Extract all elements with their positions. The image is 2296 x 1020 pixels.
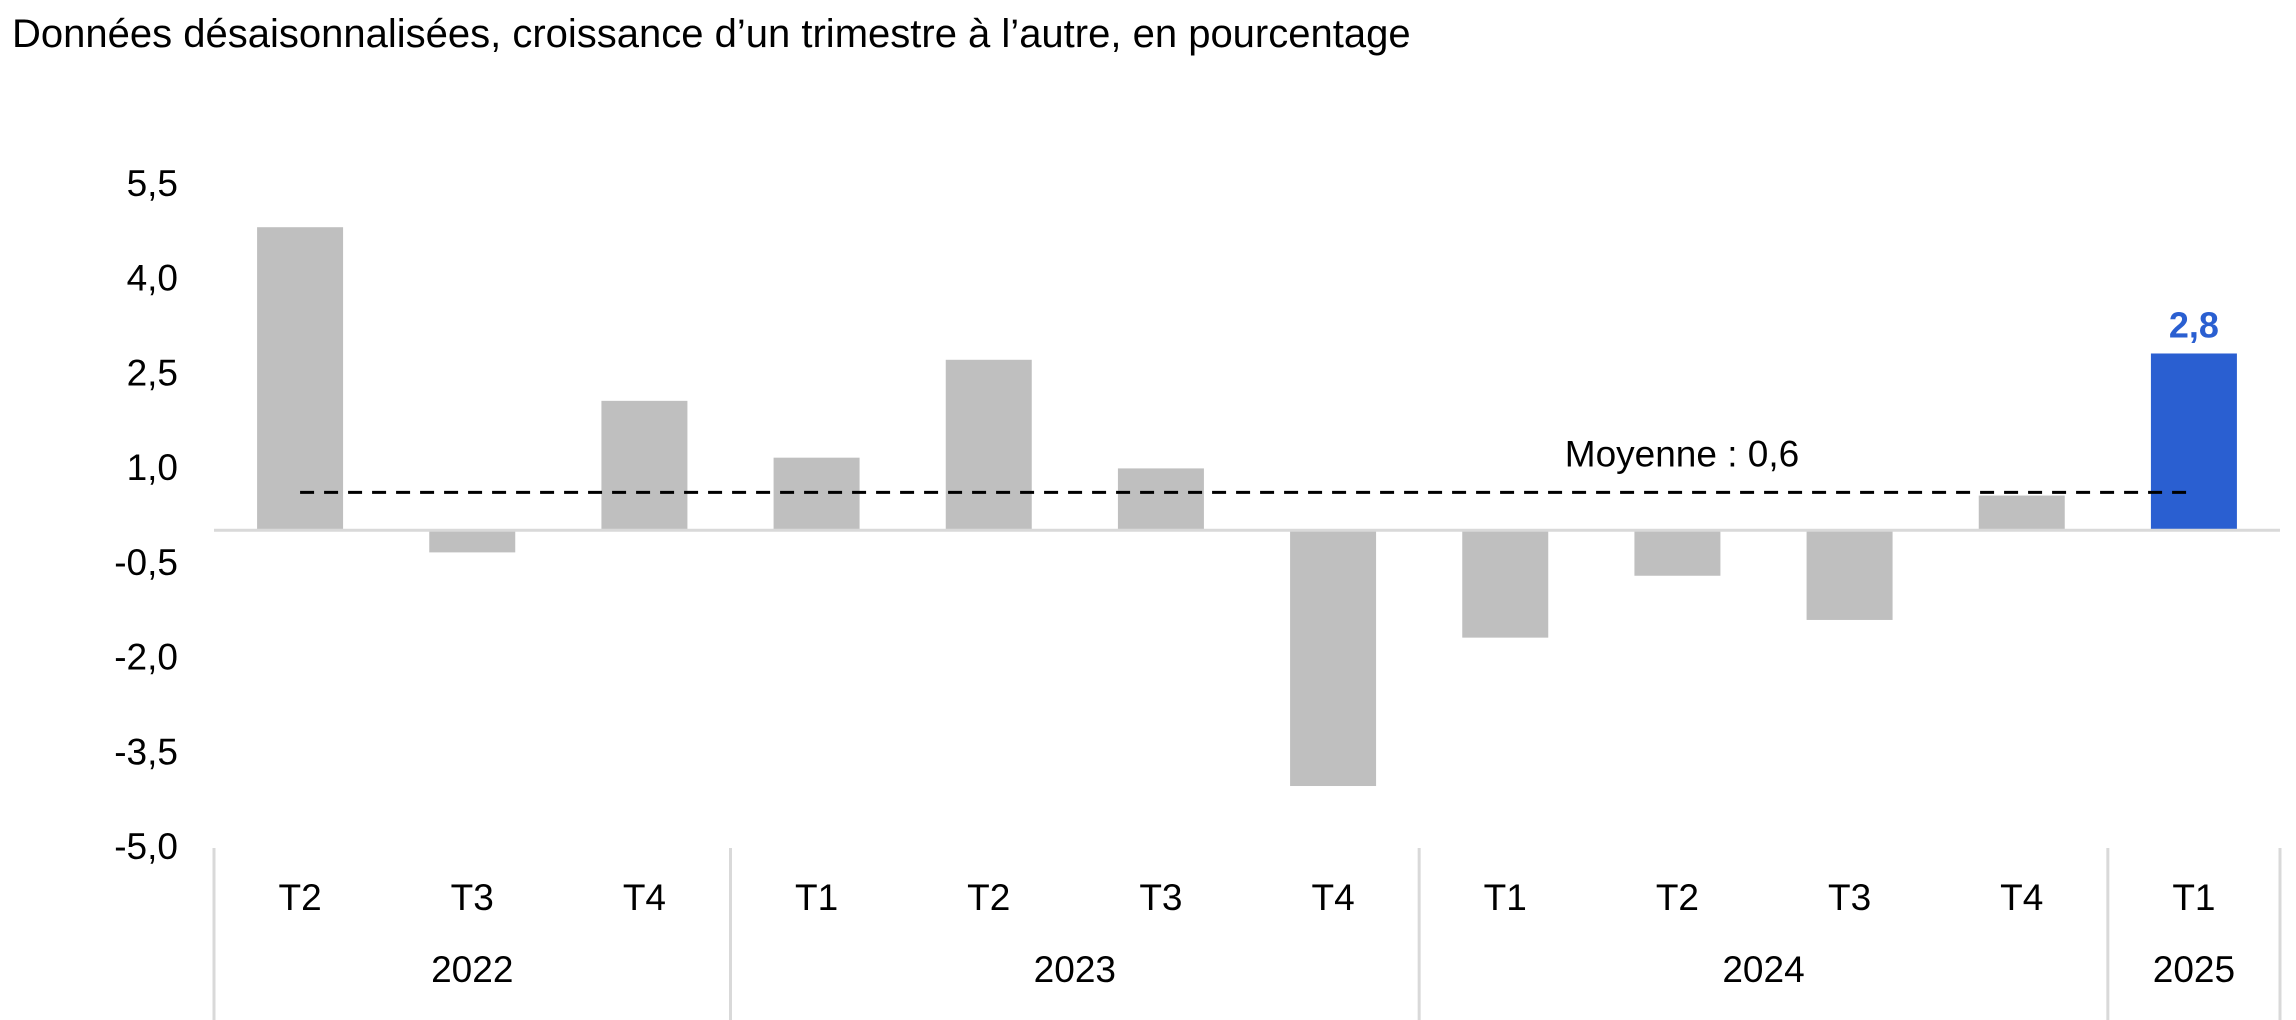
y-tick-label: 2,5 xyxy=(127,352,178,393)
average-line-group: Moyenne : 0,6 xyxy=(300,433,2194,494)
chart-subtitle: Données désaisonnalisées, croissance d’u… xyxy=(12,12,1411,56)
x-tick-label: T1 xyxy=(2172,877,2215,918)
year-label: 2024 xyxy=(1722,949,1804,990)
year-label: 2025 xyxy=(2153,949,2235,990)
bar xyxy=(257,227,344,531)
x-tick-label: T4 xyxy=(1311,877,1354,918)
bars xyxy=(257,227,2237,787)
x-axis: T2 T3 T4 T1 T2 T3 T4 T1 T2 T3 T4 T1 2022 2023 2024 2025 xyxy=(212,528,2282,1020)
bar xyxy=(1462,530,1549,638)
year-label: 2022 xyxy=(431,949,513,990)
y-tick-label: 5,5 xyxy=(127,163,178,204)
bar xyxy=(1634,530,1721,576)
y-tick-label: -0,5 xyxy=(114,542,178,583)
y-tick-label: 4,0 xyxy=(127,258,178,299)
year-label: 2023 xyxy=(1034,949,1116,990)
x-tick-label: T4 xyxy=(623,877,666,918)
y-axis: 5,5 4,0 2,5 1,0 -0,5 -2,0 -3,5 -5,0 xyxy=(114,163,178,867)
average-label: Moyenne : 0,6 xyxy=(1565,433,1799,474)
x-tick-label: T1 xyxy=(795,877,838,918)
x-tick-label: T2 xyxy=(278,877,321,918)
y-tick-label: -2,0 xyxy=(114,637,178,678)
bar xyxy=(1806,530,1893,620)
x-tick-label: T3 xyxy=(1139,877,1182,918)
x-tick-label: T4 xyxy=(2000,877,2043,918)
bar xyxy=(1290,530,1377,787)
bar xyxy=(1117,468,1204,531)
bar xyxy=(945,359,1032,531)
x-tick-label: T2 xyxy=(967,877,1010,918)
bar xyxy=(601,400,688,531)
x-tick-label: T2 xyxy=(1656,877,1699,918)
y-tick-label: -3,5 xyxy=(114,731,178,772)
bar xyxy=(1978,495,2065,531)
bar xyxy=(429,530,516,553)
x-tick-label: T3 xyxy=(451,877,494,918)
bar-highlighted xyxy=(2150,353,2237,531)
data-label: 2,8 xyxy=(2169,304,2219,345)
data-labels: 2,8 xyxy=(2169,304,2219,345)
y-tick-label: -5,0 xyxy=(114,826,178,867)
bar xyxy=(773,457,860,531)
x-tick-label: T1 xyxy=(1484,877,1527,918)
x-tick-label: T3 xyxy=(1828,877,1871,918)
y-tick-label: 1,0 xyxy=(127,447,178,488)
